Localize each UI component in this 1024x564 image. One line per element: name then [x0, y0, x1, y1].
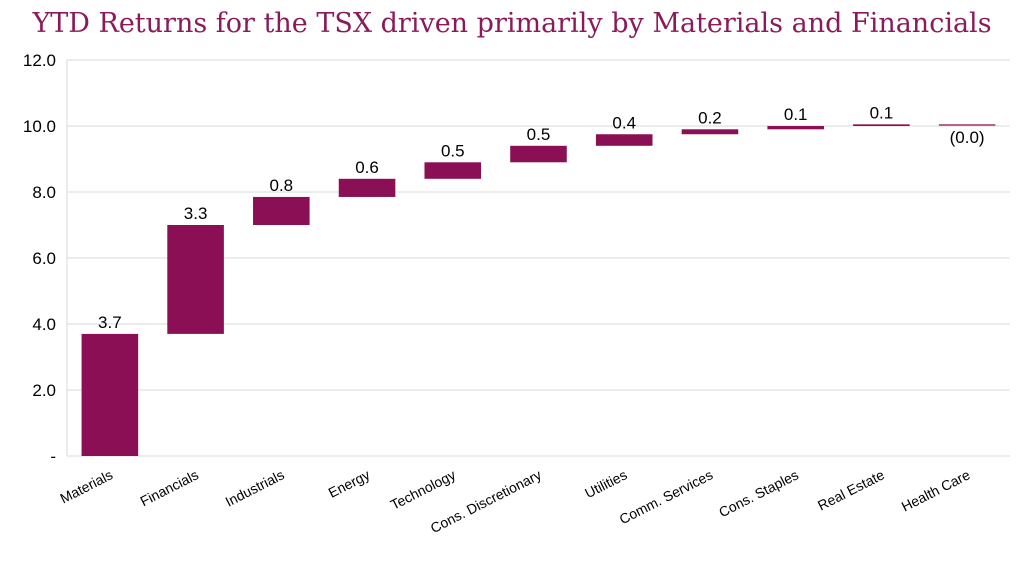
x-tick-label: Energy — [326, 466, 373, 500]
y-tick-label: 6.0 — [32, 249, 56, 268]
bar-5 — [510, 145, 567, 163]
x-tick-label: Real Estate — [815, 466, 887, 513]
y-axis: - 2.0 4.0 6.0 8.0 10.0 12.0 — [23, 51, 68, 466]
gridlines — [67, 59, 1010, 457]
bar-4 — [424, 162, 482, 179]
bar-0 — [81, 333, 139, 456]
data-label: 0.2 — [698, 108, 722, 127]
x-tick-label: Comm. Services — [617, 466, 716, 527]
bar-2 — [253, 196, 310, 225]
bar-8 — [767, 126, 824, 130]
y-tick-label: 2.0 — [32, 381, 56, 400]
y-tick-label: 8.0 — [32, 183, 56, 202]
data-label: 0.1 — [784, 105, 808, 124]
data-label: 0.8 — [269, 176, 293, 195]
bar-10 — [938, 124, 996, 126]
data-label: 3.3 — [184, 204, 208, 223]
data-label: 0.5 — [527, 125, 551, 144]
x-tick-label: Utilities — [582, 466, 629, 501]
data-label: 3.7 — [98, 313, 122, 332]
bar-9 — [853, 124, 910, 126]
data-label: 0.4 — [612, 113, 636, 132]
x-tick-label: Industrials — [223, 466, 287, 509]
bar-1 — [167, 225, 224, 334]
y-tick-label: 4.0 — [32, 315, 56, 334]
bars — [81, 124, 996, 456]
bar-7 — [681, 129, 739, 135]
x-tick-label: Technology — [388, 466, 458, 512]
x-tick-label: Health Care — [899, 466, 973, 514]
data-label: 0.5 — [441, 141, 465, 160]
bar-6 — [595, 134, 653, 146]
data-label: 0.1 — [870, 103, 894, 122]
x-axis: Materials Financials Industrials Energy Tech… — [57, 466, 972, 536]
y-tick-label: 10.0 — [23, 117, 56, 136]
x-tick-label: Materials — [57, 466, 115, 506]
chart-title: YTD Returns for the TSX driven primarily… — [32, 8, 992, 39]
y-tick-label: 12.0 — [23, 51, 56, 70]
x-tick-label: Financials — [138, 466, 201, 509]
y-tick-label: - — [50, 447, 56, 466]
bar-3 — [338, 178, 396, 197]
data-label: 0.6 — [355, 158, 379, 177]
x-tick-label: Cons. Staples — [716, 466, 801, 520]
data-label: (0.0) — [950, 128, 985, 147]
data-labels: 3.7 3.3 0.8 0.6 0.5 0.5 0.4 0.2 0.1 0.1 (0.0) — [98, 103, 985, 332]
